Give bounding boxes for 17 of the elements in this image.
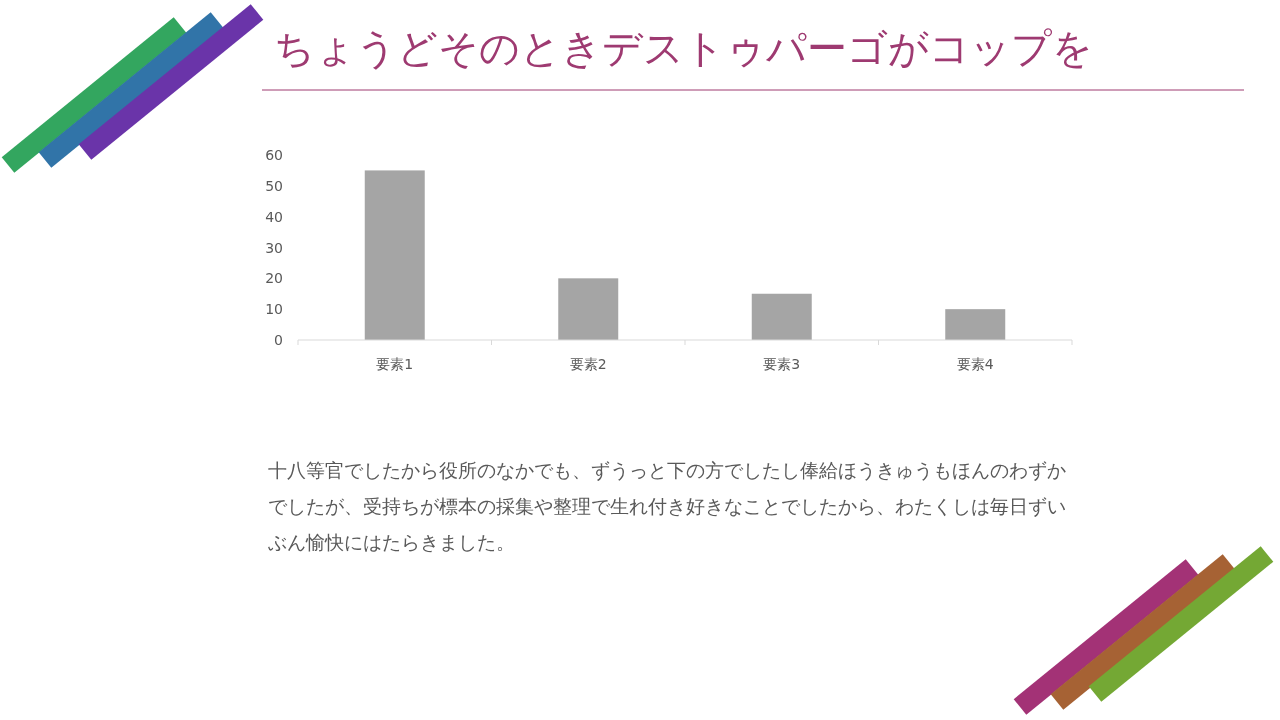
y-tick-label: 50 [265,177,283,194]
bar [364,170,425,340]
bar [558,278,619,340]
x-tick-label: 要素1 [376,356,414,372]
x-tick-label: 要素4 [956,356,994,372]
y-tick-label: 10 [265,301,283,318]
bar [751,293,812,340]
y-tick-label: 40 [265,208,283,225]
chart-title: ちょうどそのときデストゥパーゴがコップを [274,25,1093,71]
x-tick-label: 要素2 [569,356,607,372]
text: 十八等官でしたから役所のなかでも、ずうっと下の方でしたし俸給ほうきゅうもほんのわずかでしたが、受持ちが標本の採集や整理で生れ付き好きなことでしたから、わたくしは毎日ずいぶん愉快にはたらきました。 [268,458,1067,555]
bar [945,309,1006,340]
y-tick-label: 30 [265,239,283,256]
y-tick-label: 60 [265,147,283,163]
y-tick-label: 20 [265,270,283,287]
x-tick-label: 要素3 [763,356,801,372]
y-tick-label: 0 [274,332,283,348]
